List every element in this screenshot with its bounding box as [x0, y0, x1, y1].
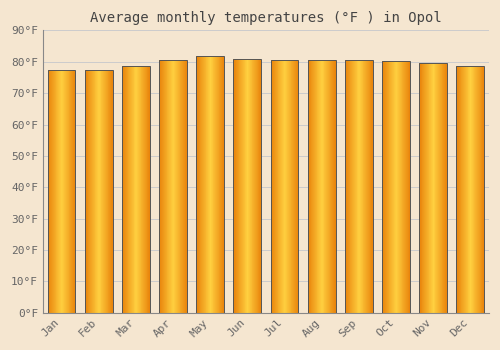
Bar — [419, 63, 447, 313]
Bar — [122, 65, 150, 313]
Bar — [382, 61, 410, 313]
Bar — [85, 70, 112, 313]
Bar — [234, 59, 262, 313]
Bar — [456, 65, 484, 313]
Bar — [159, 60, 187, 313]
Bar — [48, 70, 76, 313]
Bar — [196, 56, 224, 313]
Bar — [308, 60, 336, 313]
Bar — [270, 60, 298, 313]
Title: Average monthly temperatures (°F ) in Opol: Average monthly temperatures (°F ) in Op… — [90, 11, 442, 25]
Bar — [345, 60, 373, 313]
